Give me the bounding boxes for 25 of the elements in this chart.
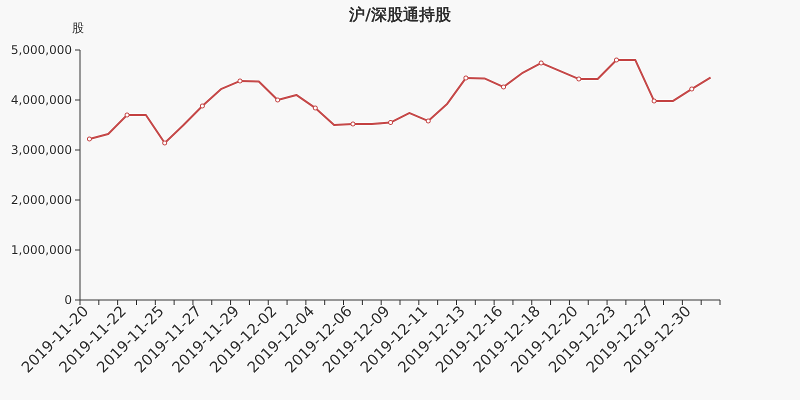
point <box>200 104 205 108</box>
point <box>463 76 468 80</box>
point <box>576 76 582 82</box>
point <box>426 118 431 124</box>
y-tick-label: 2,000,000 <box>10 193 72 207</box>
y-axis-title: 股 <box>72 21 84 35</box>
point <box>86 136 92 142</box>
point <box>652 98 657 104</box>
point <box>350 122 356 126</box>
point <box>124 112 130 118</box>
point <box>162 140 168 146</box>
y-tick-label: 0 <box>64 293 72 307</box>
y-tick-label: 1,000,000 <box>10 243 72 257</box>
point <box>501 84 506 90</box>
point <box>275 98 280 102</box>
y-tick-label: 5,000,000 <box>10 43 72 57</box>
point <box>312 106 318 110</box>
chart-title: 沪/深股通持股 <box>348 5 452 24</box>
y-tick-label: 4,000,000 <box>10 93 72 107</box>
point <box>238 78 242 84</box>
point <box>689 86 694 92</box>
point <box>538 60 544 66</box>
y-tick-label: 3,000,000 <box>10 143 72 157</box>
point <box>614 58 619 62</box>
point <box>388 120 394 125</box>
